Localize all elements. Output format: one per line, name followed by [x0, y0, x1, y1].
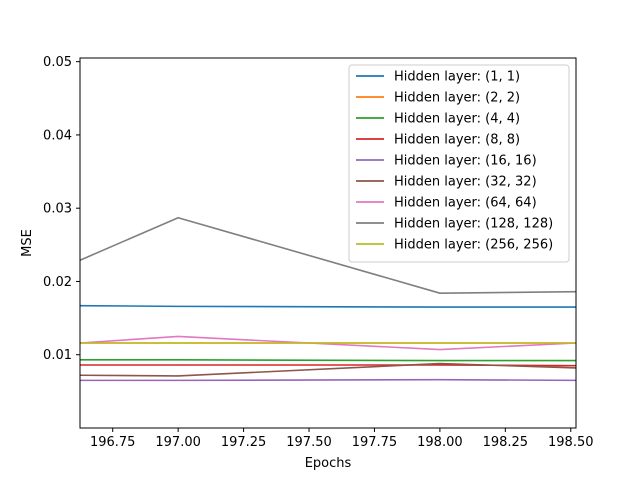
x-tick-label: 197.25 — [221, 435, 267, 450]
legend-entry: Hidden layer: (256, 256) — [394, 238, 553, 253]
y-tick-label: 0.01 — [43, 348, 72, 363]
y-axis-label: MSE — [20, 229, 35, 257]
series-line-6 — [80, 362, 576, 377]
y-tick-label: 0.02 — [43, 275, 72, 290]
y-axis: 0.01 0.02 0.03 0.04 0.05 — [43, 55, 80, 363]
series-layer — [80, 216, 576, 382]
x-tick-label: 198.50 — [548, 435, 594, 450]
x-tick-label: 198.00 — [417, 435, 463, 450]
legend-entry: Hidden layer: (2, 2) — [394, 91, 520, 106]
x-tick-label: 196.75 — [90, 435, 136, 450]
legend: Hidden layer: (1, 1) Hidden layer: (2, 2)… — [348, 64, 570, 263]
series-line-3 — [80, 359, 576, 362]
legend-entry: Hidden layer: (128, 128) — [394, 217, 553, 232]
y-tick-label: 0.05 — [43, 55, 72, 70]
legend-entry: Hidden layer: (1, 1) — [394, 70, 520, 85]
x-tick-label: 198.25 — [483, 435, 529, 450]
y-tick-label: 0.03 — [43, 202, 72, 217]
x-axis-label: Epochs — [305, 456, 352, 471]
x-tick-label: 197.50 — [286, 435, 332, 450]
series-line-5 — [80, 378, 576, 382]
legend-box — [348, 64, 570, 263]
legend-entry: Hidden layer: (32, 32) — [394, 175, 537, 190]
x-tick-label: 197.75 — [352, 435, 398, 450]
legend-entry: Hidden layer: (16, 16) — [394, 154, 537, 169]
legend-entry: Hidden layer: (4, 4) — [394, 112, 520, 127]
x-axis: 196.75 197.00 197.25 197.50 197.75 198.00 198.… — [90, 428, 594, 450]
x-tick-label: 197.00 — [155, 435, 201, 450]
legend-entry: Hidden layer: (8, 8) — [394, 133, 520, 148]
legend-entry: Hidden layer: (64, 64) — [394, 196, 537, 211]
series-line-8 — [80, 216, 576, 294]
series-line-1 — [80, 304, 576, 308]
plot-frame — [79, 57, 577, 429]
y-tick-label: 0.04 — [43, 128, 72, 143]
